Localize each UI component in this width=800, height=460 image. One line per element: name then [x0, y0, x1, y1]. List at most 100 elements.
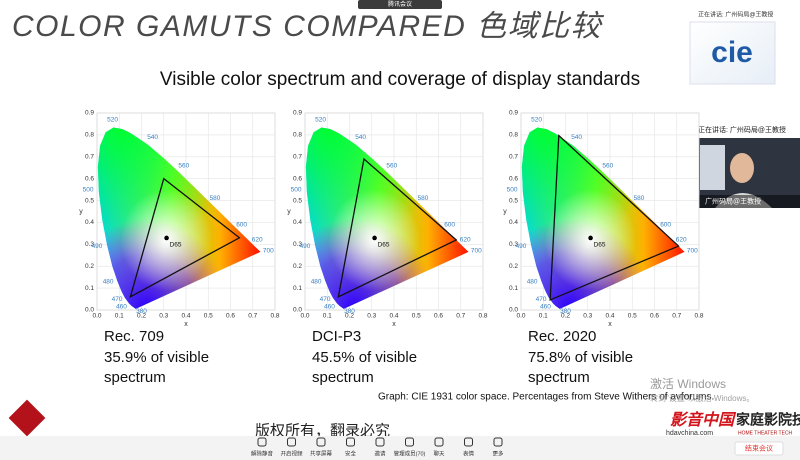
y-tick-label: 0.1 [293, 285, 302, 292]
gamut-coverage: 75.8% of visible [528, 349, 633, 366]
gamut-coverage: spectrum [528, 369, 590, 386]
wavelength-label: 480 [527, 278, 538, 285]
white-point-label: D65 [170, 242, 182, 249]
y-tick-label: 0.3 [85, 241, 94, 248]
y-tick-label: 0.6 [293, 175, 302, 182]
toolbar-icon [287, 437, 296, 447]
wavelength-label: 460 [324, 303, 335, 310]
gamut-coverage: spectrum [312, 369, 374, 386]
toolbar-button[interactable]: 共享屏幕 [310, 437, 333, 457]
x-tick-label: 0.6 [434, 313, 443, 320]
wavelength-label: 520 [315, 116, 326, 123]
y-tick-label: 0.9 [85, 110, 94, 117]
brand-logo: 家庭影院技术 [736, 412, 800, 428]
y-axis-label: y [503, 208, 507, 215]
toolbar-icon [405, 437, 414, 447]
gamut-name: DCI-P3 [312, 328, 361, 345]
toolbar-icon [493, 437, 503, 447]
x-tick-label: 0.1 [323, 313, 332, 320]
toolbar-button[interactable]: 邀请 [374, 437, 386, 457]
end-meeting-button[interactable] [734, 441, 784, 456]
wavelength-label: 470 [320, 296, 331, 303]
toolbar-icon [346, 437, 355, 447]
toolbar-button[interactable]: 聊天 [433, 437, 445, 457]
y-tick-label: 0.0 [509, 307, 518, 314]
y-tick-label: 0.7 [509, 153, 518, 160]
wavelength-label: 540 [571, 134, 582, 141]
speaking-indicator: 正在讲话: 广州码局@王教授 [698, 11, 773, 19]
toolbar-button[interactable]: 管理成员(70) [394, 437, 426, 457]
x-tick-label: 0.5 [204, 313, 213, 320]
y-axis-label: y [287, 208, 291, 215]
wavelength-label: 620 [460, 237, 471, 244]
wavelength-label: 600 [236, 221, 247, 228]
gamut-name: Rec. 709 [104, 328, 164, 345]
x-tick-label: 0.2 [137, 313, 146, 320]
x-tick-label: 0.3 [367, 313, 376, 320]
y-axis-label: y [79, 208, 83, 215]
spectral-locus [305, 127, 469, 309]
y-tick-label: 0.0 [293, 307, 302, 314]
spectral-locus [97, 127, 261, 309]
y-tick-label: 0.2 [509, 263, 518, 270]
white-point-label: D65 [378, 242, 390, 249]
toolbar-button[interactable]: 表情 [463, 437, 475, 457]
wavelength-label: 600 [444, 221, 455, 228]
toolbar-button[interactable]: 安全 [345, 437, 357, 457]
x-tick-label: 0.8 [694, 313, 703, 320]
toolbar-label: 表情 [463, 449, 475, 457]
x-tick-label: 0.0 [300, 313, 309, 320]
x-tick-label: 0.4 [605, 313, 614, 320]
video-background [700, 145, 725, 190]
wavelength-label: 500 [291, 186, 302, 193]
x-tick-label: 0.7 [456, 313, 465, 320]
gamut-coverage: 45.5% of visible [312, 349, 417, 366]
y-tick-label: 0.2 [85, 263, 94, 270]
wavelength-label: 540 [355, 134, 366, 141]
meeting-tab[interactable] [358, 0, 442, 9]
toolbar-button[interactable]: 开启视频 [280, 437, 303, 457]
wavelength-label: 560 [602, 162, 613, 169]
y-tick-label: 0.0 [85, 307, 94, 314]
y-tick-label: 0.4 [509, 219, 518, 226]
y-tick-label: 0.2 [293, 263, 302, 270]
toolbar-icon [316, 437, 326, 447]
x-tick-label: 0.4 [389, 313, 398, 320]
wavelength-label: 620 [252, 237, 263, 244]
logo-box [689, 21, 776, 85]
toolbar-button[interactable]: 更多 [492, 437, 504, 457]
x-tick-label: 0.6 [226, 313, 235, 320]
diagram: 0.0 0.1 0.2 0.3 0.4 0.5 0.6 0.7 0.8 0.0 0.1 0.2 0.3 0… [287, 110, 488, 386]
white-point [588, 235, 593, 241]
x-tick-label: 0.1 [539, 313, 548, 320]
spectral-locus [521, 127, 685, 309]
wavelength-label: 380 [136, 308, 147, 315]
x-tick-label: 0.0 [516, 313, 525, 320]
toolbar-label: 邀请 [374, 449, 386, 457]
y-tick-label: 0.4 [85, 219, 94, 226]
wavelength-label: 600 [660, 221, 671, 228]
x-tick-label: 0.8 [270, 313, 279, 320]
y-tick-label: 0.9 [509, 110, 518, 117]
y-tick-label: 0.7 [293, 153, 302, 160]
slide-title: COLOR GAMUTS COMPARED 色域比较 [12, 10, 605, 43]
video-name-bar [690, 195, 800, 208]
y-tick-label: 0.4 [293, 219, 302, 226]
x-tick-label: 0.4 [181, 313, 190, 320]
meeting-tab-label: 腾讯会议 [388, 0, 412, 8]
wavelength-label: 700 [687, 248, 698, 255]
site-url: hdavchina.com [666, 430, 713, 437]
toolbar-button[interactable]: 解除静音 [251, 437, 274, 457]
white-point-label: D65 [594, 242, 606, 249]
wavelength-label: 520 [531, 116, 542, 123]
wavelength-label: 700 [471, 248, 482, 255]
y-tick-label: 0.3 [293, 241, 302, 248]
diagrams: 0.0 0.1 0.2 0.3 0.4 0.5 0.6 0.7 0.8 0.0 0.1 0.2 0.3 0… [79, 110, 704, 386]
site-logo: 影音中国 [670, 411, 737, 429]
wavelength-label: 540 [147, 134, 158, 141]
wavelength-label: 520 [107, 116, 118, 123]
x-tick-label: 0.7 [672, 313, 681, 320]
y-tick-label: 0.5 [293, 197, 302, 204]
wavelength-label: 580 [209, 195, 220, 202]
diagram: 0.0 0.1 0.2 0.3 0.4 0.5 0.6 0.7 0.8 0.0 0.1 0.2 0.3 0… [79, 110, 280, 386]
